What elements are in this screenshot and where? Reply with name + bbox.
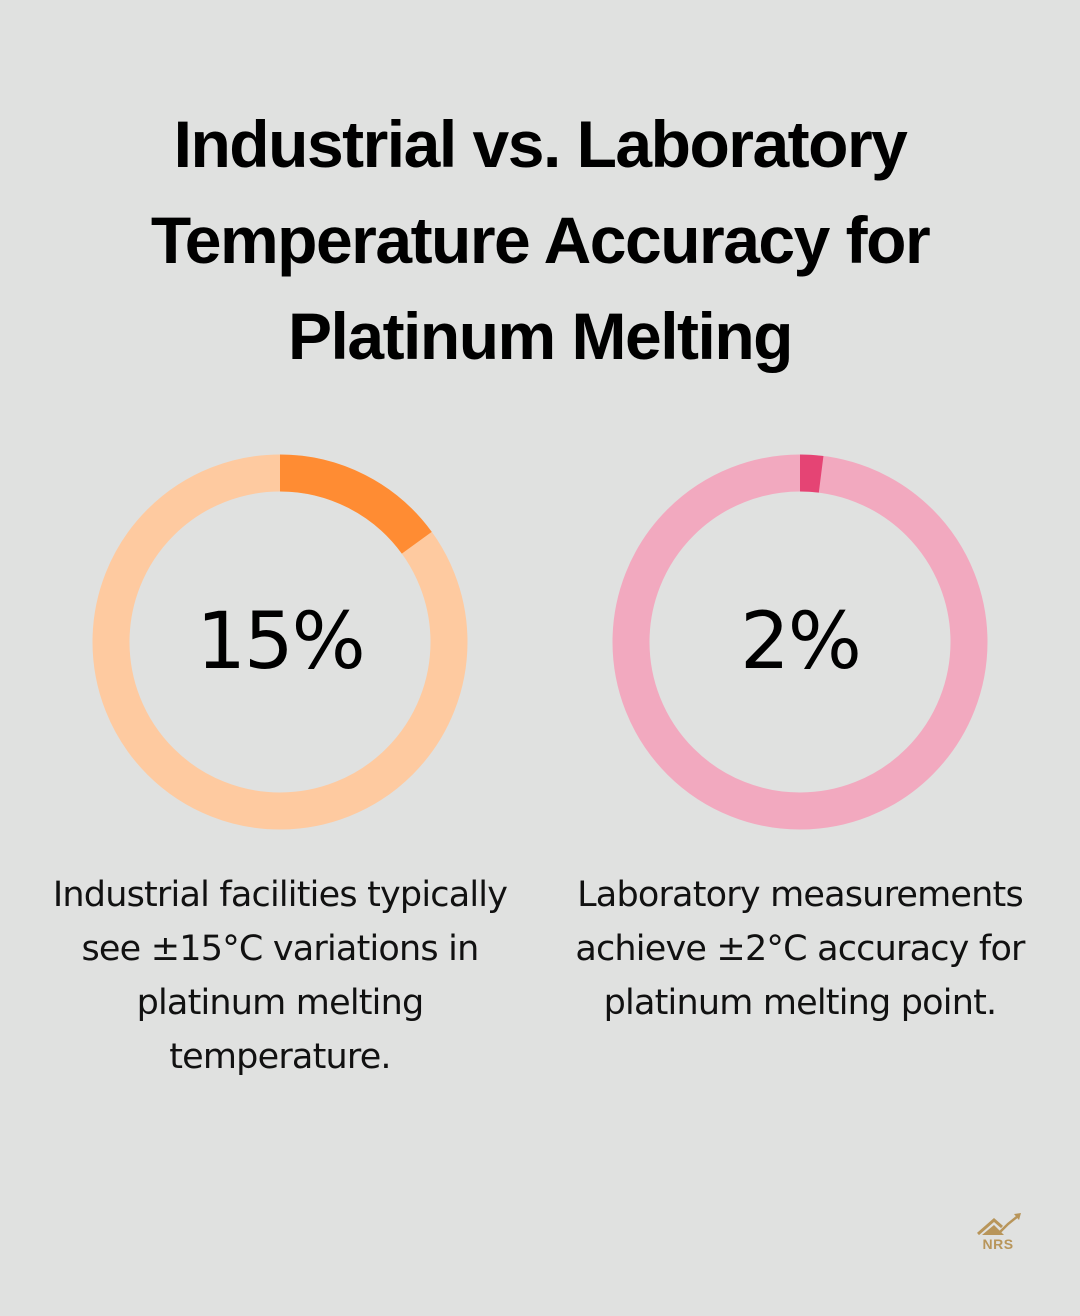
title-line-2: Temperature Accuracy for [150,203,931,277]
laboratory-donut-svg [612,454,988,830]
donut-value-arc [612,454,988,830]
industrial-donut-chart: 15% [90,452,470,832]
page-title: Industrial vs. Laboratory Temperature Ac… [0,96,1080,384]
title-line-1: Industrial vs. Laboratory [173,107,908,181]
logo-text: NRS [982,1236,1014,1252]
brand-logo: NRS [972,1212,1024,1256]
laboratory-donut-chart: 2% [610,452,990,832]
laboratory-description: Laboratory measurements achieve ±2°C acc… [575,875,1025,1023]
donut-value-arc [92,454,468,830]
industrial-donut-svg [92,454,468,830]
title-line-3: Platinum Melting [288,299,794,373]
laboratory-value: 2% [740,597,862,687]
industrial-value: 15% [196,597,365,687]
industrial-description: Industrial facilities typically see ±15°… [52,875,508,1077]
house-chart-arrow-icon [977,1213,1021,1236]
